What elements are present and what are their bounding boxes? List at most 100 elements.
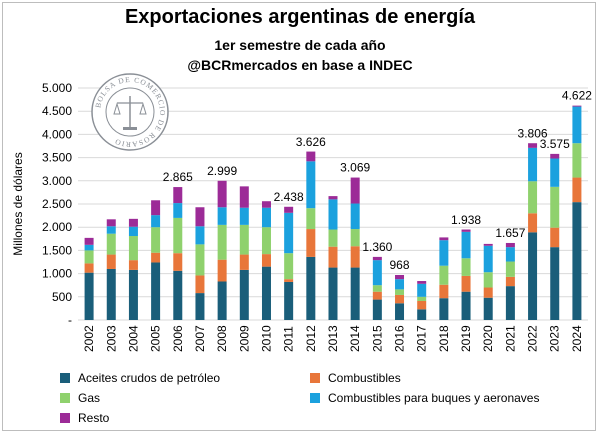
legend-swatch — [60, 373, 70, 383]
x-tick-label: 2008 — [215, 325, 229, 352]
y-tick-label: 3.000 — [42, 174, 72, 188]
legend-label: Gas — [78, 391, 101, 405]
bar-segment — [239, 207, 249, 225]
y-tick-label: 500 — [52, 290, 72, 304]
bar-segment — [417, 296, 427, 301]
data-label: 2.865 — [163, 170, 193, 184]
bar-segment — [483, 297, 493, 320]
bar-segment — [439, 240, 449, 266]
bar-segment — [84, 244, 94, 251]
y-axis-label: Millones de dólares — [11, 152, 25, 255]
data-label: 1.938 — [451, 213, 481, 227]
bar-segment — [128, 226, 138, 237]
bar-segment — [84, 237, 94, 245]
bar-segment — [350, 203, 360, 230]
bar-segment — [195, 226, 205, 245]
bar-segment — [550, 247, 560, 320]
bar-segment — [328, 267, 338, 320]
bar-segment — [195, 293, 205, 320]
x-tick-label: 2023 — [548, 325, 562, 352]
legend-label: Aceites crudos de petróleo — [78, 371, 221, 385]
x-tick-label: 2016 — [393, 325, 407, 352]
chart-title: Exportaciones argentinas de energía — [124, 6, 476, 28]
bar-segment — [505, 261, 515, 277]
bar-segment — [284, 212, 294, 254]
bar-segment — [151, 200, 161, 216]
x-tick-label: 2024 — [570, 325, 584, 352]
x-tick-label: 2009 — [237, 325, 251, 352]
bar-segment — [173, 187, 183, 204]
bar-segment — [550, 158, 560, 187]
bar-segment — [439, 298, 449, 320]
bar-segment — [106, 219, 116, 227]
x-tick-label: 2017 — [415, 325, 429, 352]
bar-segment — [483, 243, 493, 246]
bar-segment — [261, 254, 271, 267]
legend-label: Resto — [78, 411, 110, 425]
bar-segment — [505, 242, 515, 248]
bar-segment — [505, 286, 515, 320]
bar-segment — [395, 279, 405, 290]
bar-segment — [261, 201, 271, 208]
bar-segment — [84, 250, 94, 264]
bar-segment — [106, 233, 116, 255]
bar-segment — [528, 143, 538, 148]
bar-segment — [284, 279, 294, 282]
bar-segment — [550, 153, 560, 159]
data-label: 968 — [390, 258, 410, 272]
data-label: 1.657 — [495, 226, 525, 240]
bar-segment — [461, 258, 471, 276]
data-label: 2.438 — [274, 190, 304, 204]
bar-segment — [372, 285, 382, 292]
bar-segment — [151, 215, 161, 228]
chart-subtitle: 1er semestre de cada año — [214, 37, 386, 53]
bar-segment — [572, 202, 582, 320]
x-tick-label: 2006 — [171, 325, 185, 352]
legend-label: Combustibles para buques y aeronaves — [328, 391, 540, 405]
bar-segment — [461, 229, 471, 232]
chart-frame — [2, 2, 596, 431]
bar-segment — [417, 300, 427, 310]
y-tick-label: 4.000 — [42, 127, 72, 141]
bar-segment — [261, 207, 271, 228]
bar-segment — [261, 266, 271, 320]
chart-source: @BCRmercados en base a INDEC — [187, 57, 413, 73]
bar-segment — [483, 287, 493, 298]
bar-segment — [173, 217, 183, 254]
y-tick-label: - — [68, 313, 72, 327]
bar-segment — [239, 254, 249, 270]
x-tick-label: 2003 — [104, 325, 118, 352]
bar-segment — [239, 269, 249, 320]
bar-segment — [505, 247, 515, 262]
data-label: 3.069 — [340, 161, 370, 175]
bar-segment — [217, 207, 227, 225]
legend-item-gas: Gas — [60, 391, 100, 405]
x-tick-label: 2015 — [370, 325, 384, 352]
data-label: 3.626 — [296, 135, 326, 149]
bar-segment — [328, 246, 338, 268]
bar-segment — [395, 274, 405, 280]
legend-item-resto: Resto — [60, 411, 109, 425]
bar-segment — [195, 207, 205, 227]
bar-segment — [106, 268, 116, 320]
bar-segment — [195, 275, 205, 294]
legend-item-aceites: Aceites crudos de petróleo — [60, 371, 220, 385]
bar-segment — [106, 226, 116, 234]
x-tick-label: 2004 — [126, 325, 140, 352]
bar-segment — [173, 270, 183, 320]
legend-swatch — [310, 393, 320, 403]
bar-segment — [372, 299, 382, 320]
bar-segment — [306, 208, 316, 230]
legend-item-buques: Combustibles para buques y aeronaves — [310, 391, 539, 405]
bar-segment — [417, 309, 427, 320]
bar-segment — [550, 186, 560, 228]
bar-segment — [461, 291, 471, 320]
legend-swatch — [60, 413, 70, 423]
bar-segment — [261, 227, 271, 255]
data-label: 3.575 — [540, 137, 570, 151]
x-tick-label: 2019 — [459, 325, 473, 352]
bar-segment — [461, 275, 471, 292]
x-tick-label: 2020 — [481, 325, 495, 352]
bar-segment — [284, 281, 294, 320]
bar-segment — [550, 227, 560, 248]
